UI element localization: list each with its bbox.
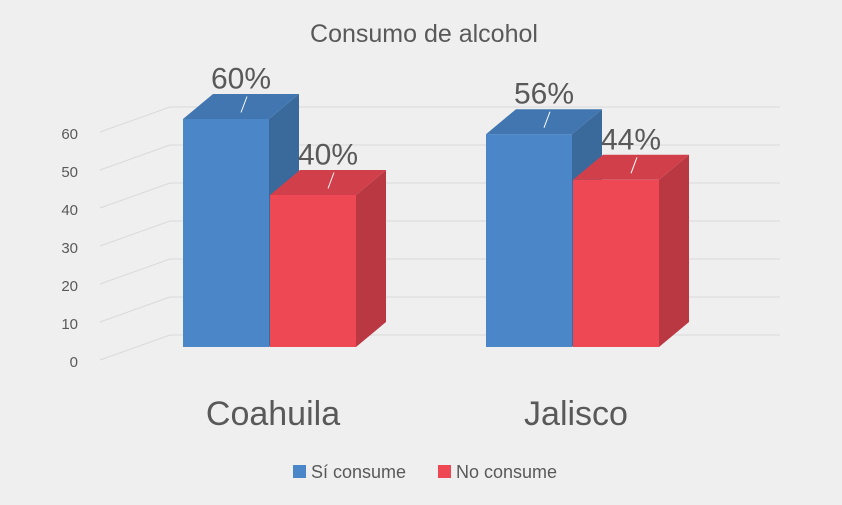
category-label: Jalisco [524, 395, 628, 433]
legend-label: Sí consume [311, 462, 406, 482]
data-label: 40% [298, 139, 358, 172]
y-tick-label: 20 [61, 278, 78, 295]
category-label: Coahuila [206, 395, 340, 433]
bars [183, 94, 689, 347]
bar [270, 170, 386, 347]
y-tick-label: 10 [61, 316, 78, 333]
chart-title: Consumo de alcohol [310, 20, 538, 48]
legend-item: Sí consume [293, 462, 406, 482]
bar [573, 154, 689, 347]
gridline-depth [99, 220, 171, 247]
legend-item: No consume [438, 462, 557, 482]
y-tick-label: 60 [61, 126, 78, 143]
data-label-leader [327, 172, 335, 189]
legend-label: No consume [456, 462, 557, 482]
gridline-depth [99, 182, 171, 209]
data-labels: 60% 40% 56% 44% [211, 63, 661, 189]
bar-top-face [486, 109, 602, 135]
bar-top-face [573, 154, 689, 180]
data-label: 56% [514, 78, 574, 111]
y-axis-ticks: 0 10 20 30 40 50 60 [61, 126, 78, 371]
data-label-leader [240, 96, 248, 113]
gridline-depth [99, 144, 171, 171]
data-label: 60% [211, 63, 271, 96]
gridline-depth [99, 106, 171, 133]
y-tick-label: 0 [70, 354, 78, 371]
bar-front-face [486, 134, 572, 347]
legend-swatch [438, 465, 451, 478]
data-label: 44% [601, 123, 661, 156]
bar-front-face [183, 119, 269, 347]
bar-top-face [270, 170, 386, 195]
bar-top-face [183, 94, 299, 119]
y-tick-label: 50 [61, 164, 78, 181]
x-axis-categories: Coahuila Jalisco [206, 395, 628, 433]
bar-side-face [356, 170, 386, 347]
bar-side-face [659, 154, 689, 347]
y-tick-label: 30 [61, 240, 78, 257]
gridline-depth [99, 296, 171, 323]
bar-front-face [270, 195, 356, 347]
data-label-leader [543, 111, 551, 128]
legend: Sí consume No consume [293, 462, 557, 482]
legend-swatch [293, 465, 306, 478]
bar-front-face [573, 179, 659, 347]
gridline-depth [99, 258, 171, 285]
gridline-depth [99, 334, 171, 361]
data-label-leader [630, 157, 638, 174]
y-tick-label: 40 [61, 202, 78, 219]
